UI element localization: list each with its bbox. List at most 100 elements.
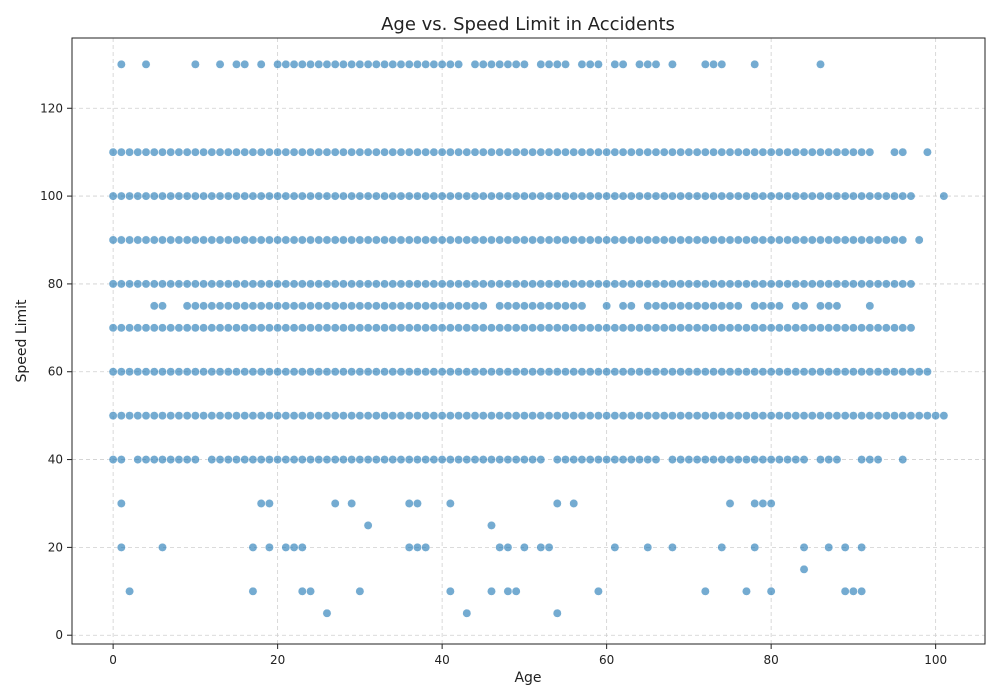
data-point	[758, 301, 768, 311]
data-point	[593, 411, 603, 421]
data-point	[626, 235, 636, 245]
data-point	[873, 367, 883, 377]
data-point	[223, 235, 233, 245]
data-point	[108, 147, 118, 157]
data-point	[742, 323, 751, 333]
data-point	[503, 279, 513, 289]
data-point	[758, 235, 768, 245]
data-point	[766, 455, 776, 465]
data-point	[322, 191, 332, 201]
data-point	[207, 455, 217, 465]
data-point	[429, 279, 439, 289]
data-point	[692, 147, 702, 157]
data-point	[511, 586, 521, 596]
data-point	[561, 147, 570, 157]
data-point	[511, 455, 521, 465]
data-point	[182, 367, 192, 377]
data-point	[552, 191, 562, 201]
data-point	[232, 411, 241, 421]
data-point	[248, 367, 258, 377]
data-point	[404, 235, 414, 245]
data-point	[380, 301, 390, 311]
data-point	[503, 586, 513, 596]
data-point	[256, 367, 266, 377]
data-point	[289, 59, 299, 69]
data-point	[807, 323, 817, 333]
data-point	[700, 191, 710, 201]
data-point	[371, 323, 381, 333]
data-point	[569, 499, 579, 508]
data-point	[133, 235, 143, 245]
data-point	[758, 279, 768, 289]
data-point	[725, 499, 735, 508]
data-point	[667, 542, 677, 552]
data-point	[783, 323, 793, 333]
data-point	[593, 367, 603, 377]
data-point	[602, 279, 612, 289]
data-point	[495, 455, 505, 465]
data-point	[388, 367, 398, 377]
data-point	[363, 520, 373, 530]
data-point	[454, 367, 464, 377]
data-point	[914, 367, 924, 377]
data-point	[816, 301, 825, 311]
data-point	[232, 455, 241, 465]
data-point	[519, 59, 529, 69]
data-point	[133, 147, 143, 157]
data-point	[651, 59, 661, 69]
data-point	[158, 191, 167, 201]
data-point	[314, 367, 324, 377]
data-point	[297, 235, 307, 245]
data-point	[750, 235, 760, 245]
data-point	[306, 455, 315, 465]
data-point	[240, 279, 250, 289]
data-point	[890, 411, 899, 421]
data-point	[692, 411, 702, 421]
data-point	[215, 147, 225, 157]
data-point	[544, 542, 554, 552]
data-point	[544, 235, 554, 245]
data-point	[495, 147, 505, 157]
data-point	[166, 323, 176, 333]
data-point	[289, 411, 299, 421]
data-point	[791, 147, 801, 157]
data-point	[651, 411, 661, 421]
data-point	[684, 191, 694, 201]
data-point	[281, 455, 291, 465]
data-point	[873, 411, 883, 421]
data-point	[240, 301, 250, 311]
data-point	[643, 455, 653, 465]
data-point	[116, 499, 126, 508]
data-point	[330, 235, 340, 245]
data-point	[659, 301, 669, 311]
data-point	[355, 455, 365, 465]
data-point	[865, 411, 875, 421]
data-point	[914, 235, 924, 245]
data-point	[240, 455, 250, 465]
x-tick-label: 100	[924, 653, 947, 667]
data-point	[190, 235, 200, 245]
data-point	[717, 235, 727, 245]
data-point	[363, 147, 373, 157]
y-tick-label: 100	[40, 189, 63, 203]
data-point	[816, 455, 825, 465]
data-point	[306, 147, 315, 157]
data-point	[832, 455, 842, 465]
data-point	[215, 411, 225, 421]
data-point	[338, 191, 348, 201]
data-point	[848, 147, 858, 157]
y-tick-label: 0	[55, 628, 63, 642]
data-point	[577, 367, 587, 377]
data-point	[363, 235, 373, 245]
data-point	[141, 147, 151, 157]
data-point	[470, 367, 480, 377]
x-tick-label: 60	[599, 653, 614, 667]
data-point	[256, 411, 266, 421]
data-point	[742, 455, 751, 465]
x-tick-label: 0	[109, 653, 117, 667]
data-point	[281, 279, 291, 289]
data-point	[626, 323, 636, 333]
data-point	[264, 411, 274, 421]
data-point	[684, 279, 694, 289]
data-point	[840, 367, 850, 377]
